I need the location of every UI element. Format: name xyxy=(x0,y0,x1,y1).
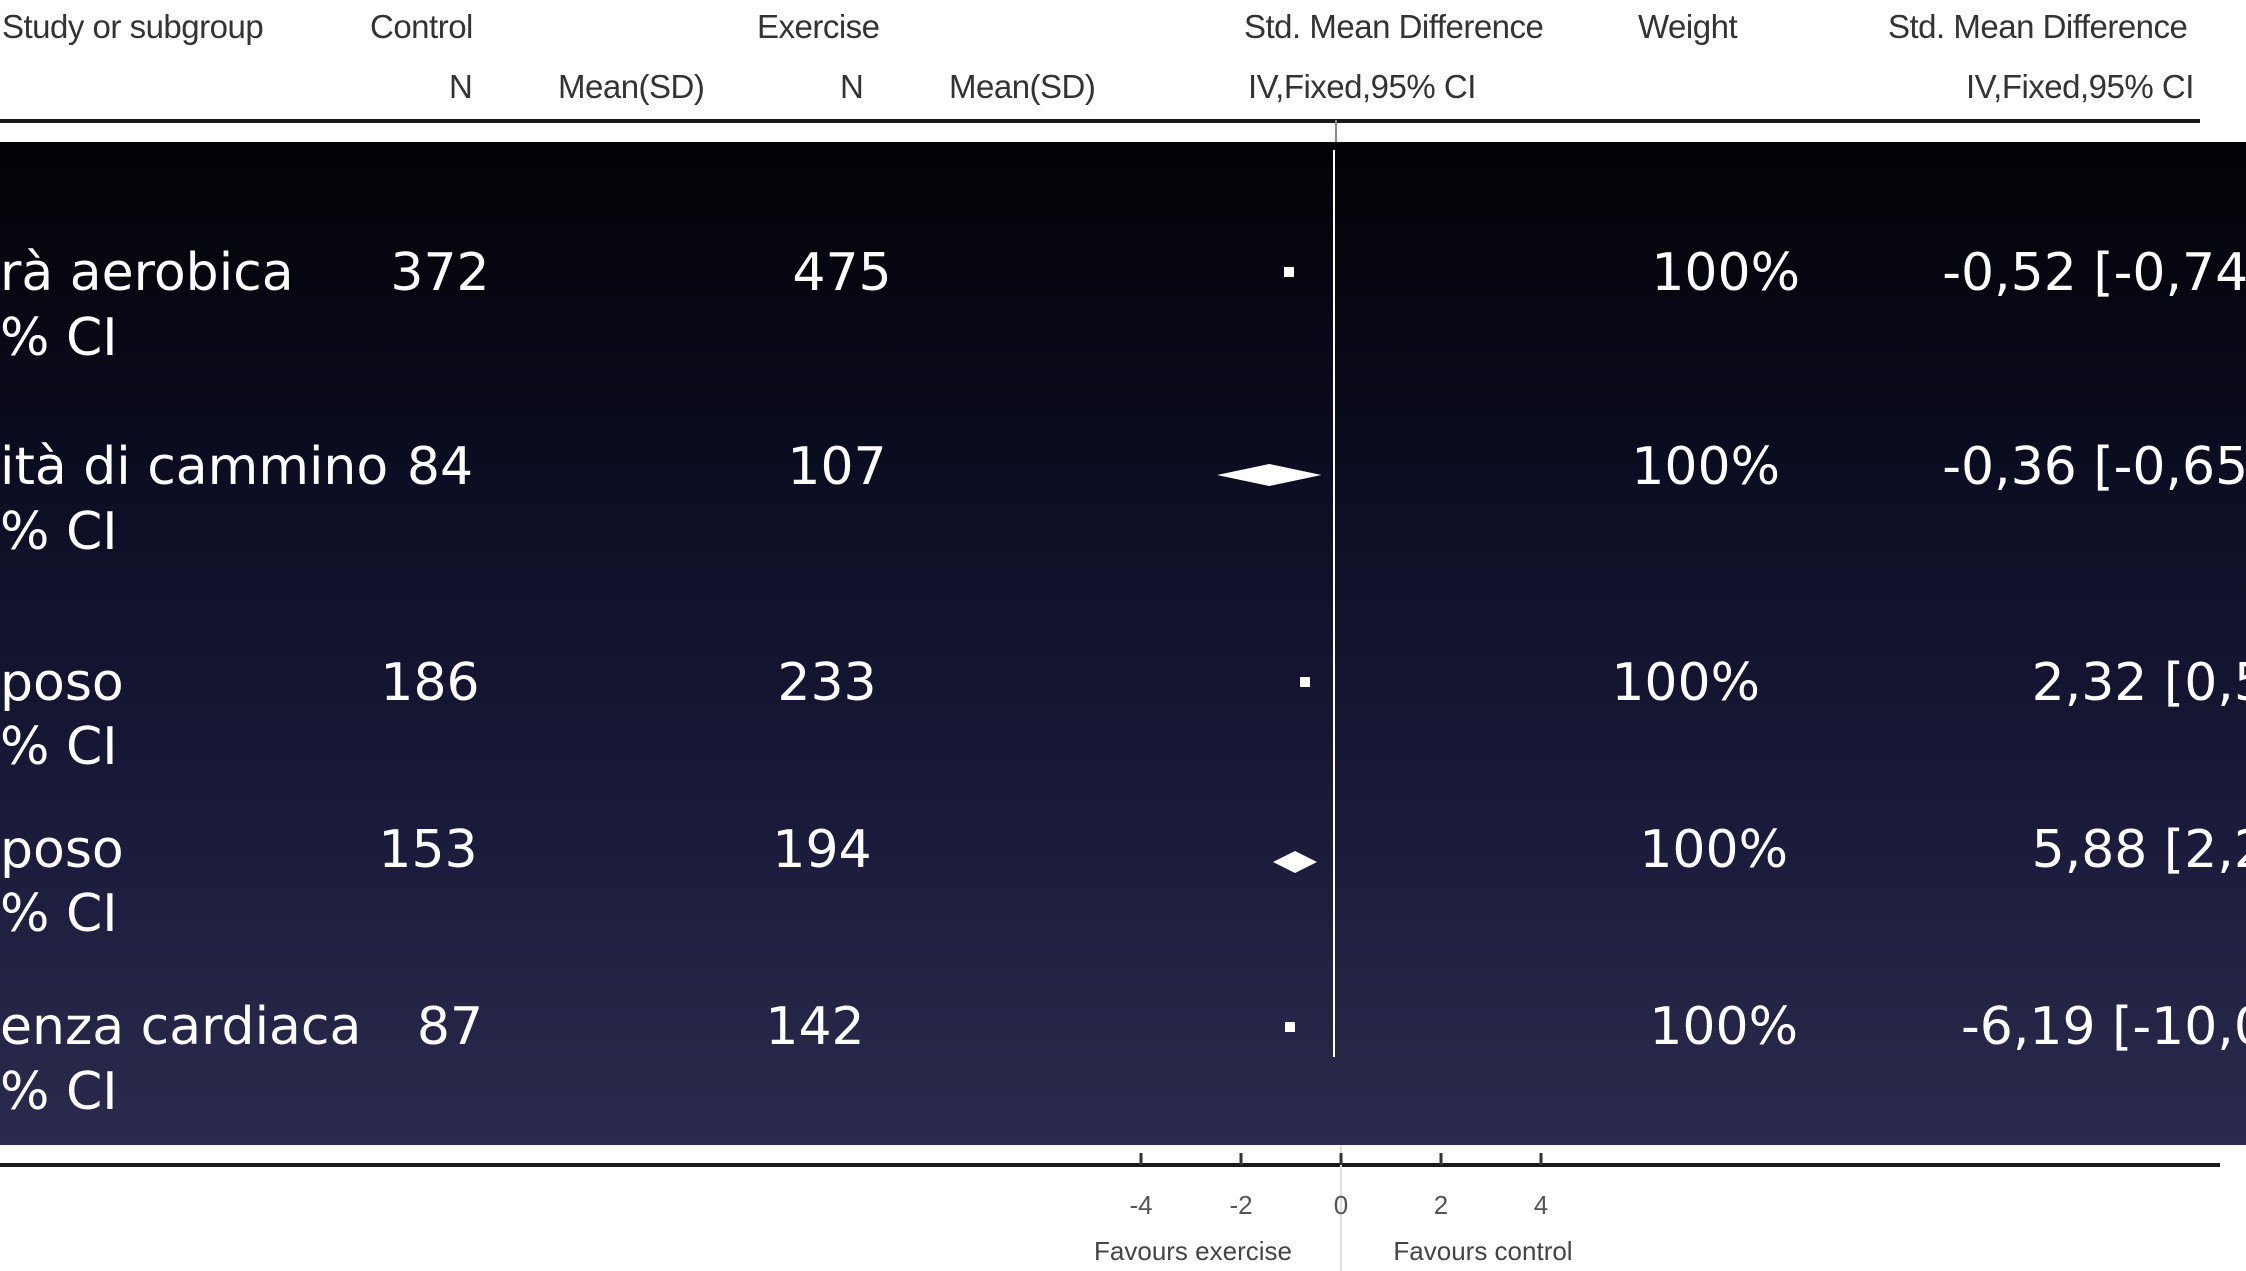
row-ci-text: -0,52 [-0,74, - xyxy=(1942,243,2246,303)
row-control-n: 372 xyxy=(390,243,490,303)
header-rule xyxy=(0,119,2200,123)
favours-exercise-label: Favours exercise xyxy=(1094,1236,1292,1266)
row-ci-text: -0,36 [-0,65, - xyxy=(1942,437,2246,497)
row-control-n: 84 xyxy=(406,437,474,497)
header-control-n: N xyxy=(449,68,473,105)
header-smd-plot-method: IV,Fixed,95% CI xyxy=(1248,68,1476,105)
header-exercise: Exercise xyxy=(757,8,880,45)
row-control-n: 186 xyxy=(380,653,480,713)
row-label: ità di cammino xyxy=(0,437,389,497)
x-axis-tick-label: -4 xyxy=(1129,1190,1153,1220)
row-ci-label: % CI xyxy=(0,308,118,368)
header-exercise-mean: Mean(SD) xyxy=(949,68,1096,105)
row-label: poso xyxy=(0,820,124,880)
x-axis-tick-label: 4 xyxy=(1533,1190,1549,1220)
row-ci-label: % CI xyxy=(0,1062,118,1122)
favours-control-label: Favours control xyxy=(1393,1236,1573,1266)
x-axis-tick-label: -2 xyxy=(1229,1190,1253,1220)
row-exercise-n: 142 xyxy=(765,997,865,1057)
row-weight: 100% xyxy=(1639,820,1788,880)
effect-marker xyxy=(1284,267,1294,277)
row-ci-label: % CI xyxy=(0,884,118,944)
row-ci-label: % CI xyxy=(0,717,118,777)
row-label: enza cardiaca xyxy=(0,997,362,1057)
effect-marker xyxy=(1300,677,1310,687)
x-axis-tick-label: 0 xyxy=(1333,1190,1349,1220)
header-exercise-n: N xyxy=(840,68,864,105)
row-label: poso xyxy=(0,653,124,713)
row-ci-text: 2,32 [0,59 xyxy=(2031,653,2246,713)
row-exercise-n: 194 xyxy=(772,820,872,880)
header-smd-plot: Std. Mean Difference xyxy=(1244,8,1544,45)
overlay-panel xyxy=(0,142,2246,1145)
row-control-n: 87 xyxy=(416,997,484,1057)
row-exercise-n: 475 xyxy=(792,243,892,303)
row-weight: 100% xyxy=(1649,997,1798,1057)
header-control-mean: Mean(SD) xyxy=(558,68,705,105)
x-axis-tick-label: 2 xyxy=(1433,1190,1449,1220)
row-control-n: 153 xyxy=(378,820,478,880)
row-weight: 100% xyxy=(1611,653,1760,713)
row-ci-text: -6,19 [-10,06 xyxy=(1961,997,2246,1057)
header-weight: Weight xyxy=(1638,8,1738,45)
row-label: rà aerobica xyxy=(0,243,294,303)
header-control: Control xyxy=(370,8,473,45)
header-smd: Std. Mean Difference xyxy=(1888,8,2188,45)
summary-diamond xyxy=(1273,851,1317,873)
summary-diamond xyxy=(1217,464,1322,486)
row-ci-label: % CI xyxy=(0,502,118,562)
row-weight: 100% xyxy=(1651,243,1800,303)
row-exercise-n: 233 xyxy=(777,653,877,713)
row-ci-text: 5,88 [2,28 xyxy=(2031,820,2246,880)
header-smd-method: IV,Fixed,95% CI xyxy=(1966,68,2194,105)
row-exercise-n: 107 xyxy=(787,437,887,497)
effect-marker xyxy=(1285,1022,1295,1032)
header-study: Study or subgroup xyxy=(2,8,264,45)
row-weight: 100% xyxy=(1631,437,1780,497)
